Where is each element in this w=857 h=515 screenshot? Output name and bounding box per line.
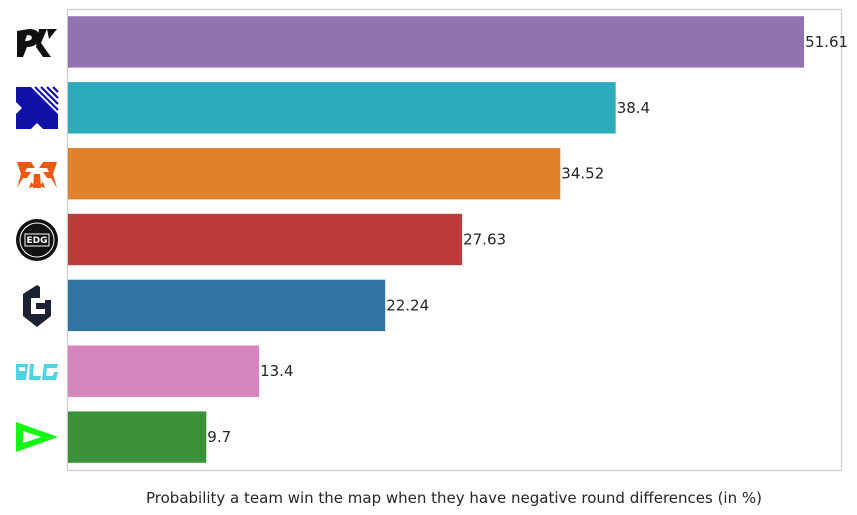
x-logo-icon	[16, 86, 59, 129]
bar-loud	[68, 411, 207, 463]
eg-logo-icon	[23, 285, 51, 327]
bar-edg	[68, 213, 463, 266]
bar-team-x	[68, 82, 616, 134]
plot-area-frame	[66, 8, 843, 472]
value-label: 27.63	[463, 231, 506, 249]
value-label: 13.4	[260, 362, 293, 380]
prx-logo-icon	[17, 29, 57, 57]
x-axis-label: Probability a team win the map when they…	[146, 489, 762, 507]
loud-logo-icon	[16, 422, 58, 452]
value-label: 9.7	[207, 428, 231, 446]
bar-fnatic	[68, 148, 561, 200]
value-label: 22.24	[386, 296, 429, 314]
fnatic-logo-icon	[17, 162, 57, 188]
bar-prx	[68, 16, 805, 68]
value-label: 51.61	[805, 33, 848, 51]
edg-logo-icon: EDG	[16, 219, 58, 261]
bars-group	[68, 16, 805, 463]
team-logos: EDG	[16, 29, 59, 452]
value-labels-group: 51.61 38.4 34.52 27.63 22.24 13.4 9.7	[207, 33, 848, 446]
svg-text:EDG: EDG	[26, 236, 47, 246]
value-label: 38.4	[617, 99, 650, 117]
bar-evil-geniuses	[68, 279, 386, 332]
blg-logo-icon	[16, 364, 58, 380]
value-label: 34.52	[561, 165, 604, 183]
bar-blg	[68, 345, 260, 397]
